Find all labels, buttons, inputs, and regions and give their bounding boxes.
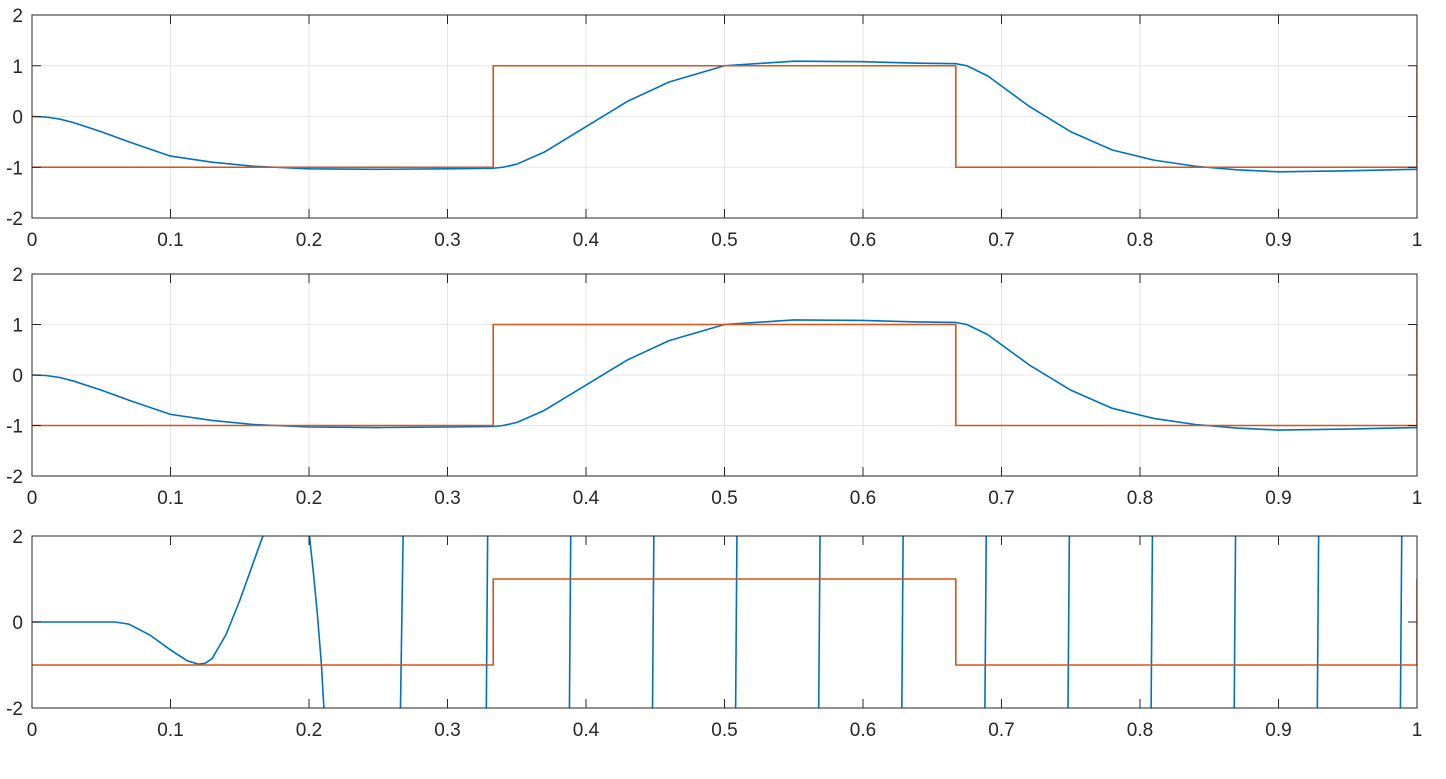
x-tick-label: 0.1 [157, 488, 183, 509]
x-tick-label: 0.9 [1265, 230, 1291, 251]
x-tick-label: 0.3 [434, 488, 460, 509]
y-tick-label: 1 [12, 316, 23, 337]
series-line-2 [32, 64, 1417, 169]
y-tick-label: -2 [6, 209, 23, 230]
axes-1: 0 0.1 0.2 0.3 0.4 0.5 0.6 0.7 0.8 0.9 1 -2 -1 0 1 2 [6, 6, 1422, 251]
x-tick-label: 0.1 [157, 230, 183, 251]
axes-2: 0 0.1 0.2 0.3 0.4 0.5 0.6 0.7 0.8 0.9 1 -2 -1 0 1 2 [6, 265, 1422, 509]
x-tick-label: 0.7 [988, 230, 1014, 251]
y-tick-label: 1 [12, 57, 23, 78]
x-tick-label: 0.3 [434, 230, 460, 251]
x-tick-label: 0.4 [573, 230, 600, 251]
series-line-1 [32, 60, 1417, 173]
series-line-1 [32, 319, 1417, 431]
x-tick-label: 0.5 [711, 230, 737, 251]
x-tick-label: 0.7 [988, 488, 1014, 509]
x-tick-label: 0.6 [850, 488, 876, 509]
x-tick-label: 0.7 [988, 720, 1014, 741]
x-tick-label: 0.6 [850, 230, 876, 251]
y-tick-label: 2 [12, 265, 23, 286]
y-tick-label: 0 [12, 366, 23, 387]
plot-area [32, 536, 1417, 708]
x-tick-label: 0.9 [1265, 720, 1291, 741]
y-tick-label: -1 [6, 417, 23, 438]
x-tick-label: 0.1 [157, 720, 183, 741]
y-tick-label: 0 [12, 613, 23, 634]
x-tick-label: 0.4 [573, 720, 600, 741]
y-tick-label: -2 [6, 467, 23, 488]
x-tick-label: 0.5 [711, 488, 737, 509]
axes-3: 0 0.1 0.2 0.3 0.4 0.5 0.6 0.7 0.8 0.9 1-202 [6, 527, 1422, 741]
x-tick-label: 0.2 [296, 488, 322, 509]
x-tick-label: 1 [1412, 488, 1423, 509]
x-tick-label: 0.8 [1127, 720, 1153, 741]
y-tick-label: -1 [6, 158, 23, 179]
x-tick-label: 0.5 [711, 720, 737, 741]
x-tick-label: 0 [27, 488, 38, 509]
x-tick-label: 1 [1412, 720, 1423, 741]
x-tick-label: 0 [27, 720, 38, 741]
x-tick-label: 0 [27, 230, 38, 251]
x-tick-label: 0.2 [296, 720, 322, 741]
y-tick-label: 2 [12, 6, 23, 27]
series-line-2 [32, 323, 1417, 427]
y-tick-label: -2 [6, 699, 23, 720]
y-tick-label: 2 [12, 527, 23, 548]
x-tick-label: 0.8 [1127, 488, 1153, 509]
x-tick-label: 1 [1412, 230, 1423, 251]
series-line-2 [32, 578, 1417, 666]
x-tick-label: 0.6 [850, 720, 876, 741]
x-tick-label: 0.9 [1265, 488, 1291, 509]
x-tick-label: 0.2 [296, 230, 322, 251]
x-tick-label: 0.4 [573, 488, 600, 509]
series-line-1 [32, 536, 1403, 708]
x-tick-label: 0.8 [1127, 230, 1153, 251]
x-tick-label: 0.3 [434, 720, 460, 741]
y-tick-label: 0 [12, 108, 23, 129]
